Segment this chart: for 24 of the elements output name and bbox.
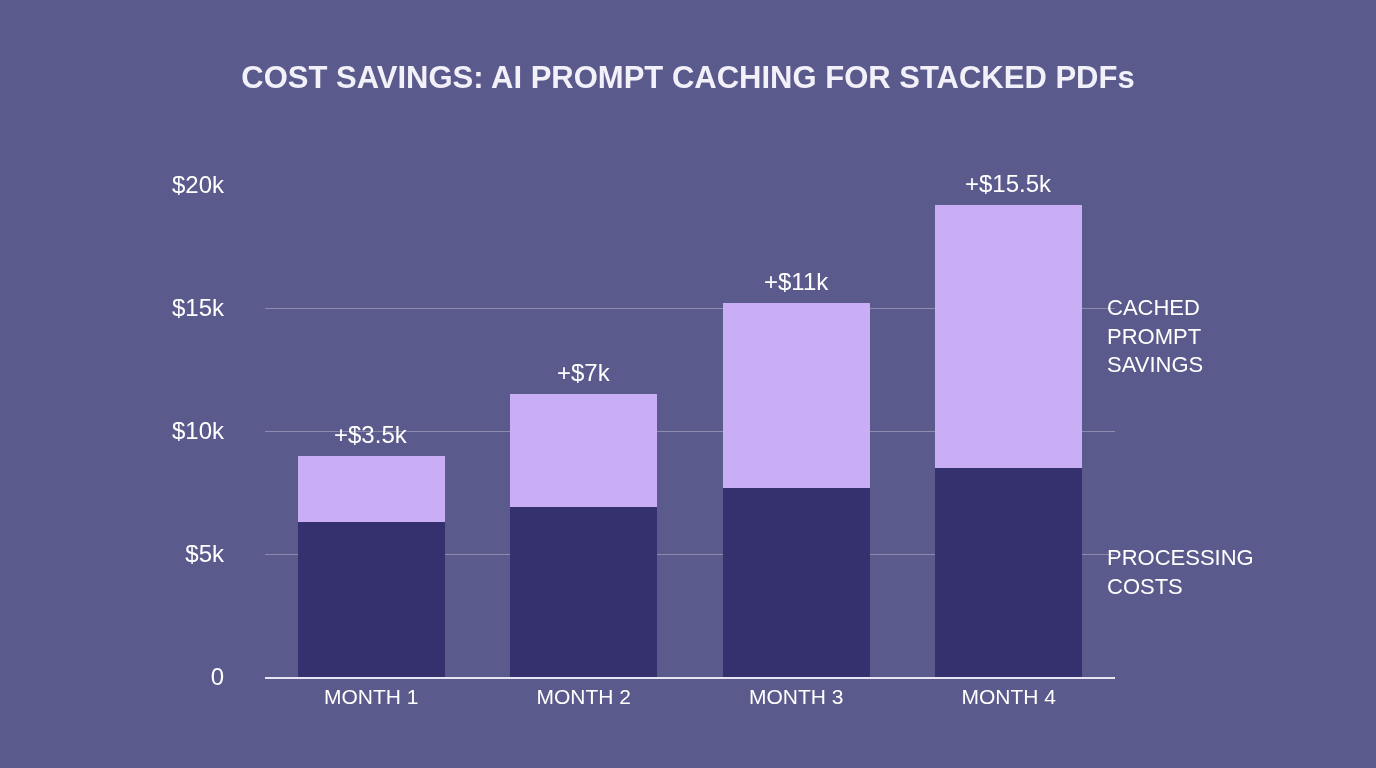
annotation: +$7k (557, 359, 611, 386)
bar (510, 507, 658, 677)
y-tick-label: $20k (171, 171, 225, 199)
y-tick-label: $15k (171, 294, 225, 322)
x-tick-label: MONTH 3 (749, 685, 844, 709)
series-label: PROCESSING COSTS (1107, 545, 1254, 599)
bar (935, 467, 1083, 677)
series-label: CACHED PROMPT SAVINGS (1107, 295, 1204, 378)
bar (722, 487, 870, 677)
x-tick-label: MONTH 2 (536, 685, 631, 709)
bar (297, 455, 445, 523)
x-tick-label: MONTH 4 (961, 685, 1057, 709)
y-tick-label: 0 (210, 663, 224, 691)
annotation: +$15.5k (965, 170, 1053, 197)
chart-title: COST SAVINGS: AI PROMPT CACHING FOR STACKED PDFs (241, 59, 1135, 95)
bar (935, 204, 1083, 468)
annotation: +$3.5k (334, 421, 408, 448)
y-tick-label: $5k (185, 540, 225, 568)
x-tick-label: MONTH 1 (324, 685, 419, 709)
annotation: +$11k (764, 268, 830, 295)
bar (510, 394, 658, 508)
bar (297, 522, 445, 677)
bar (722, 303, 870, 488)
y-tick-label: $10k (171, 417, 225, 445)
